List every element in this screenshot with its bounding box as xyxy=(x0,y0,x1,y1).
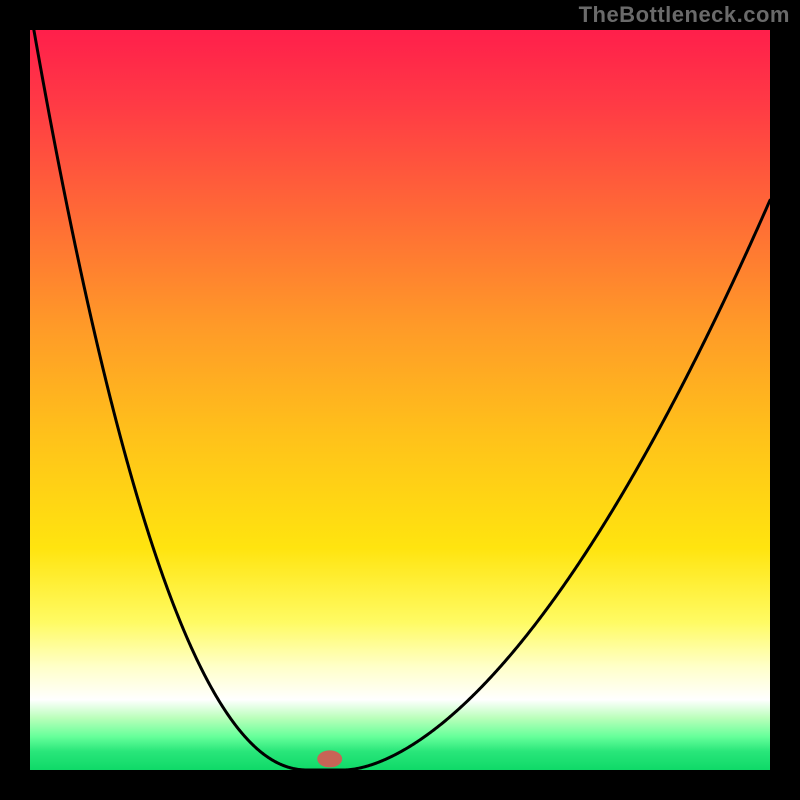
chart-container: TheBottleneck.com xyxy=(0,0,800,800)
gradient-plot-area xyxy=(30,30,770,770)
watermark-text: TheBottleneck.com xyxy=(579,2,790,28)
optimal-marker xyxy=(318,751,342,767)
chart-svg xyxy=(0,0,800,800)
